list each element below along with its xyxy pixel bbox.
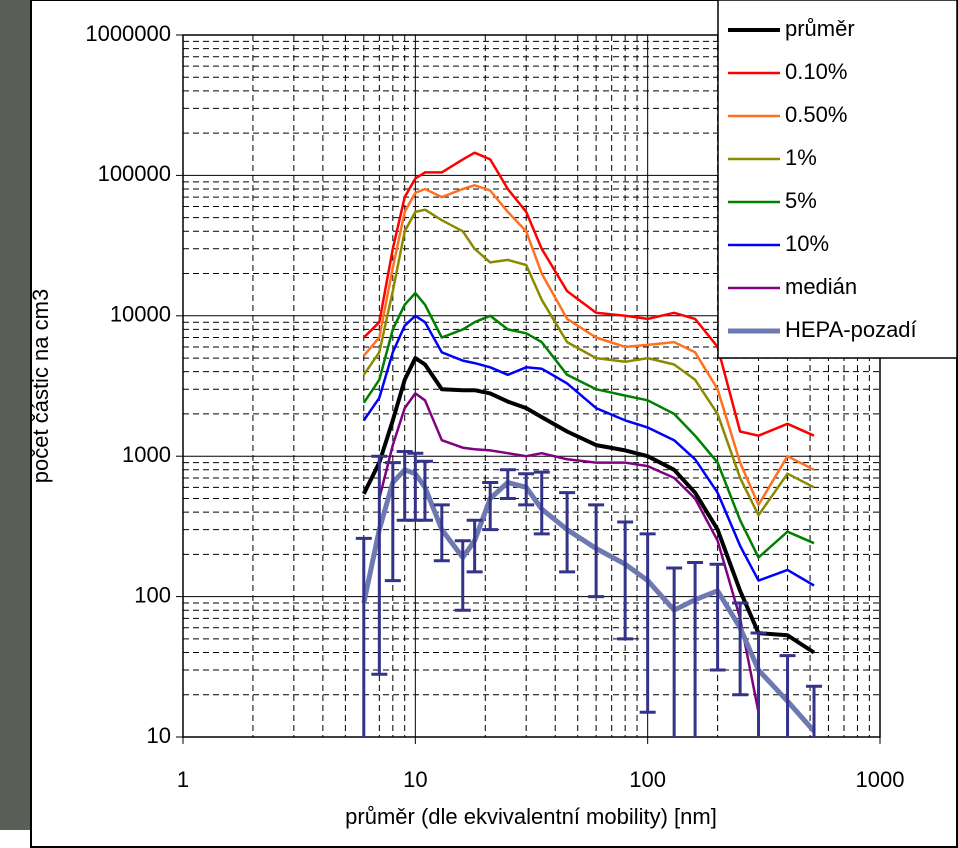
plot-area [182, 34, 881, 738]
error-bar [454, 539, 471, 612]
legend-label: 0.50% [785, 102, 847, 127]
series-line [362, 356, 816, 655]
legend-label: 5% [785, 188, 817, 213]
error-bar [687, 560, 704, 737]
error-bar [709, 562, 726, 672]
error-bar [750, 631, 767, 737]
y-tick-label: 1000000 [85, 21, 171, 46]
error-bar [732, 601, 749, 697]
error-bar [617, 520, 634, 641]
x-tick-label: 1 [177, 767, 189, 792]
legend-label: medián [785, 274, 857, 299]
y-tick-label: 10 [147, 723, 171, 748]
error-bar [588, 503, 605, 599]
series-line [362, 314, 815, 587]
error-bar [466, 518, 483, 574]
error-bar [639, 532, 656, 714]
series-line [362, 208, 815, 517]
error-bar [355, 536, 372, 737]
error-bar [559, 491, 576, 574]
y-tick-label: 10000 [110, 302, 171, 327]
legend-label: průměr [785, 16, 855, 41]
error-bar [518, 472, 535, 507]
error-bar [433, 503, 450, 563]
series-line [378, 392, 760, 713]
series-line [361, 467, 816, 733]
series-line [362, 291, 815, 559]
legend-label: 0.10% [785, 59, 847, 84]
y-tick-label: 100 [134, 582, 171, 607]
error-bar [416, 459, 433, 522]
x-tick-label: 100 [629, 767, 666, 792]
legend-label: HEPA-pozadí [785, 317, 917, 342]
error-bar [666, 566, 683, 737]
error-bar [482, 480, 499, 532]
plot-group [355, 151, 823, 737]
error-bar [779, 654, 796, 737]
y-axis-label: počet částic na cm3 [28, 289, 53, 483]
background-photo [0, 0, 30, 830]
error-bar [533, 470, 550, 536]
legend-box [717, 0, 958, 359]
series-line [362, 184, 815, 507]
x-axis-label: průměr (dle ekvivalentní mobility) [nm] [345, 804, 717, 829]
error-bar [499, 468, 516, 500]
legend-label: 10% [785, 231, 829, 256]
series-line [362, 151, 815, 437]
y-tick-label: 100000 [98, 161, 171, 186]
x-tick-label: 10 [403, 767, 427, 792]
error-bar [371, 454, 388, 676]
x-tick-label: 1000 [856, 767, 905, 792]
legend-label: 1% [785, 145, 817, 170]
error-bar [806, 684, 823, 737]
y-tick-label: 1000 [122, 442, 171, 467]
error-bar [384, 461, 401, 583]
